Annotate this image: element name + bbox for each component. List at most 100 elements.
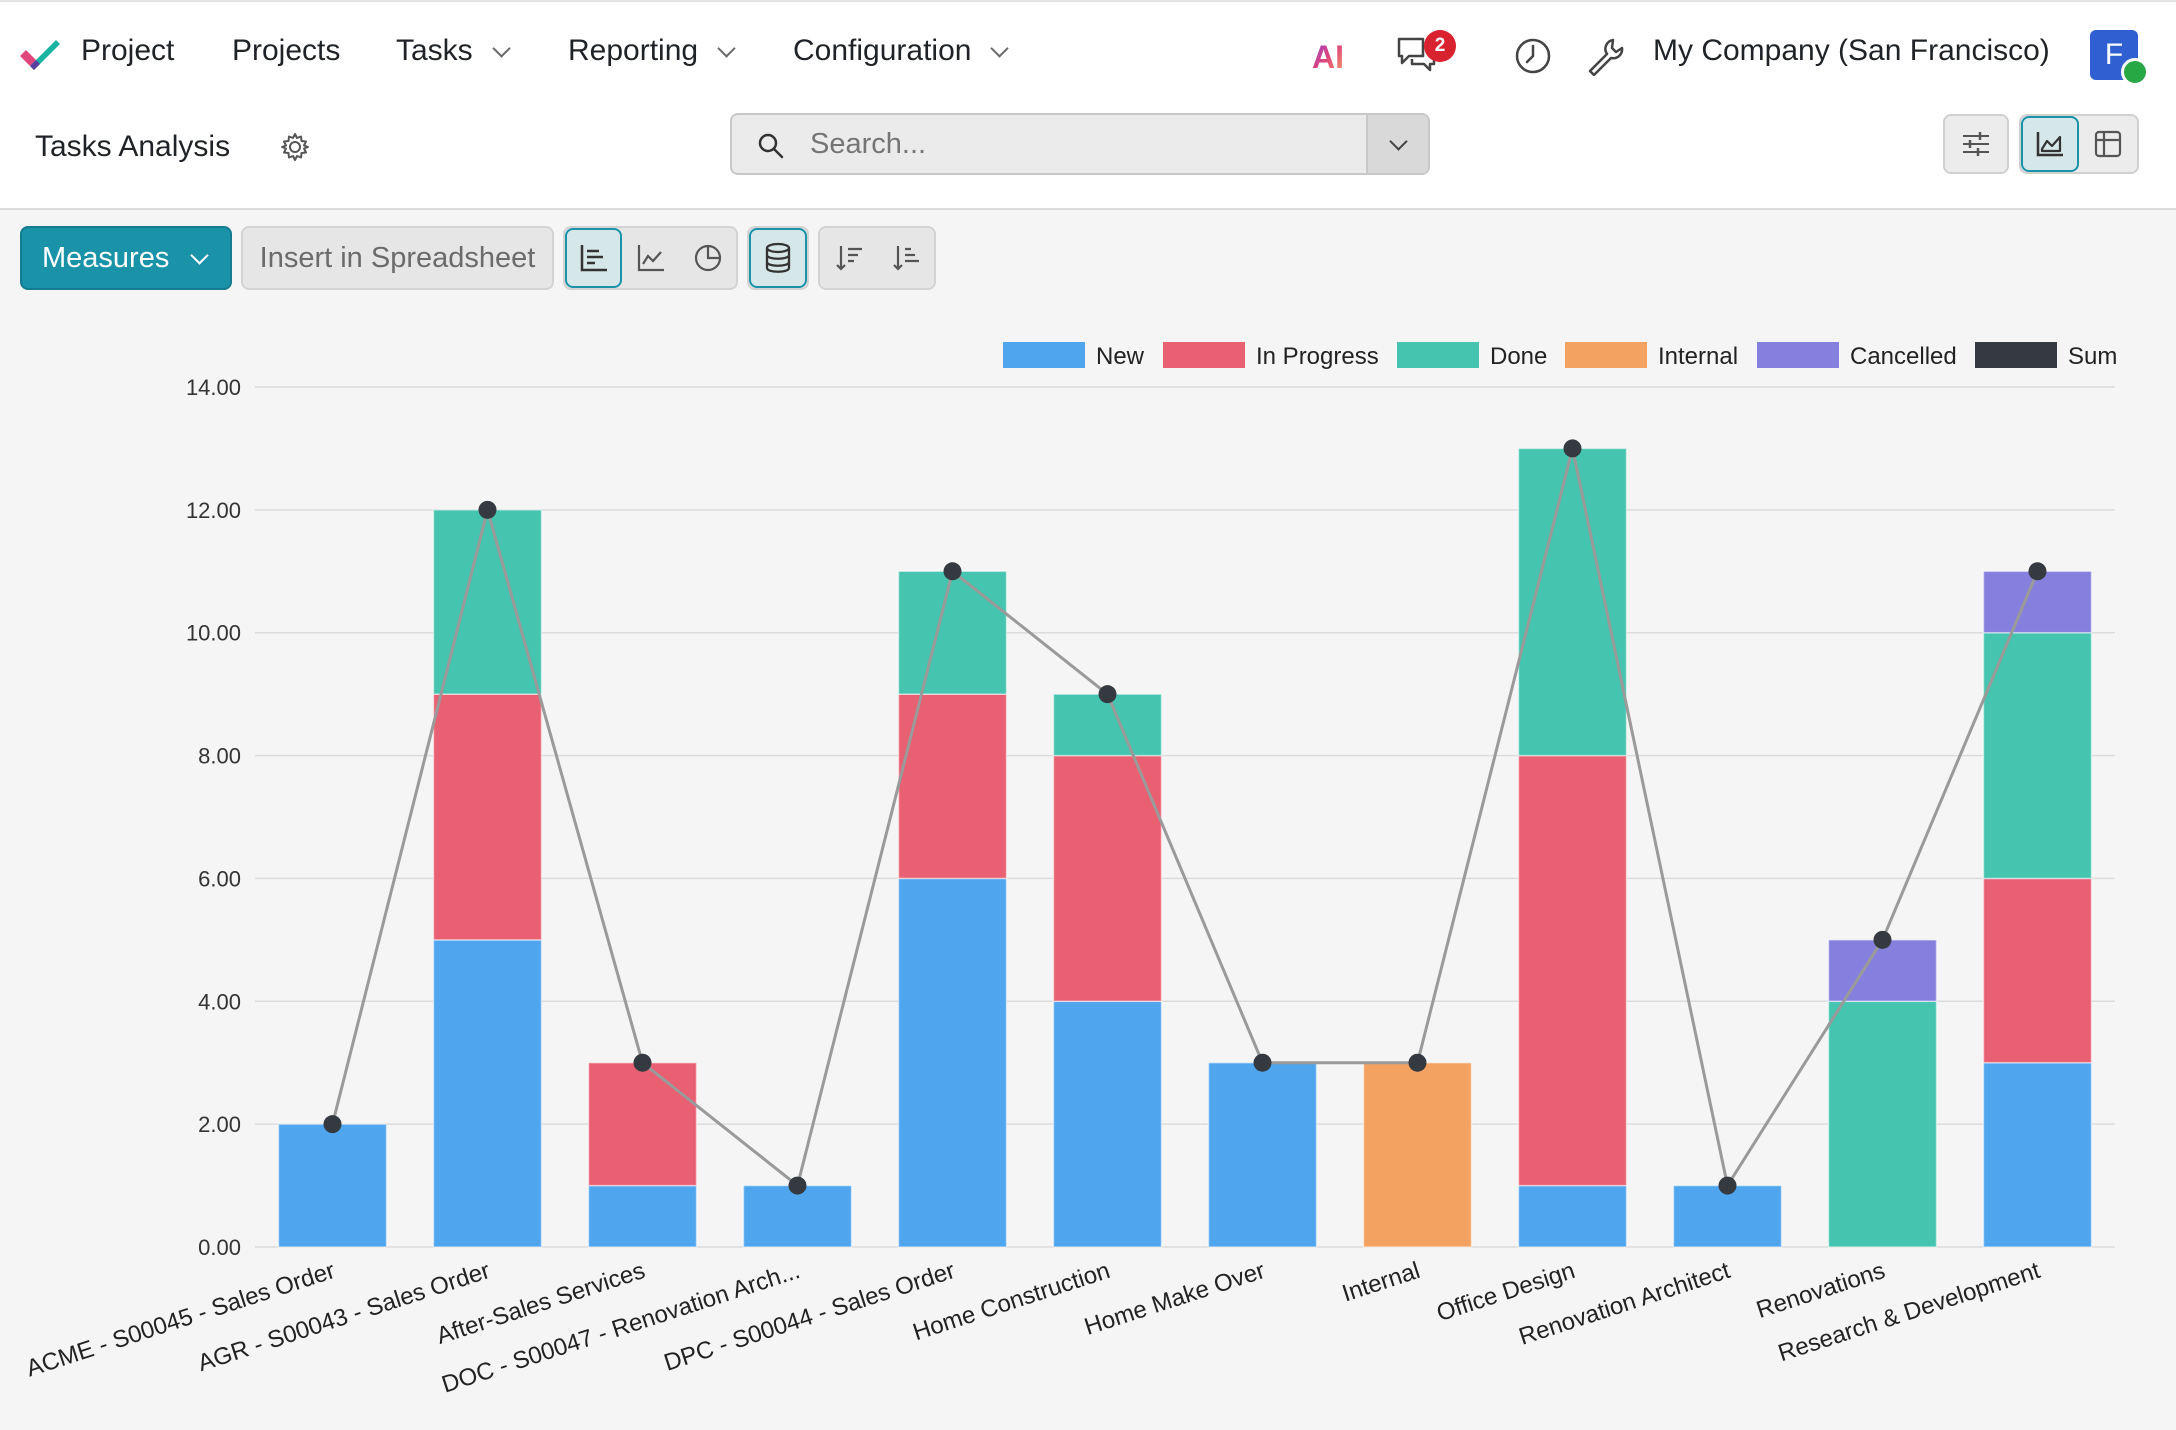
bar-segment — [1517, 1184, 1628, 1248]
x-tick-label: Research & Development — [1775, 1257, 2044, 1367]
line-chart-icon — [637, 245, 664, 272]
online-status-icon — [2121, 58, 2149, 86]
menu-configuration[interactable]: Configuration — [793, 34, 1010, 68]
insert-spreadsheet-label: Insert in Spreadsheet — [259, 241, 536, 274]
y-tick-label: 8.00 — [198, 744, 241, 769]
menu-projects-label: Projects — [232, 34, 341, 67]
top-navbar: Project Projects Tasks Reporting Configu… — [0, 0, 2176, 110]
legend-swatch — [1975, 342, 2057, 368]
search-icon — [758, 133, 784, 159]
graph-view-button[interactable] — [2021, 116, 2079, 172]
bar-segment — [432, 693, 543, 941]
sort-descending-button[interactable] — [820, 228, 877, 288]
bar-segment — [742, 1184, 853, 1248]
y-tick-label: 10.00 — [186, 621, 241, 646]
sort-group — [818, 226, 936, 290]
ai-icon[interactable]: AI — [1312, 38, 1352, 72]
x-tick-label: DPC - S00044 - Sales Order — [661, 1257, 959, 1377]
search-bar — [730, 113, 1430, 175]
app-name[interactable]: Project — [81, 34, 175, 67]
wrench-icon[interactable] — [1585, 36, 1625, 76]
sum-point — [1098, 685, 1117, 704]
stacked-bar-chart: 0.00 2.00 4.00 6.00 8.00 10.00 12.00 14.00 ACME… — [23, 342, 2117, 1399]
table-icon — [2094, 130, 2122, 158]
pivot-view-button[interactable] — [2079, 116, 2137, 172]
view-switcher — [2019, 114, 2139, 174]
bar-segment — [897, 877, 1008, 1248]
menu-reporting-label: Reporting — [568, 34, 699, 67]
bar-segment — [1052, 1000, 1163, 1248]
legend-label: New — [1096, 343, 1145, 370]
y-tick-label: 12.00 — [186, 498, 241, 523]
sum-point — [478, 500, 497, 519]
legend-swatch — [1397, 342, 1479, 368]
bar-segment — [1827, 1000, 1938, 1248]
bar-segment — [1672, 1184, 1783, 1248]
legend-swatch — [1565, 342, 1647, 368]
bar-segment — [1517, 447, 1628, 757]
chevron-down-icon — [1388, 131, 1408, 151]
bar-segment — [432, 509, 543, 695]
area-chart-icon — [2036, 132, 2063, 157]
x-tick-label: Internal — [1339, 1257, 1423, 1307]
sort-ascending-icon — [892, 246, 919, 271]
bar-segment — [1982, 877, 2093, 1064]
bar-segment — [432, 939, 543, 1248]
menu-tasks[interactable]: Tasks — [396, 34, 511, 68]
insert-spreadsheet-button[interactable]: Insert in Spreadsheet — [241, 226, 554, 290]
chart-legend: New In Progress Done Internal Cancelled Sum — [1003, 342, 2117, 370]
legend-label: Done — [1490, 343, 1547, 370]
menu-tasks-label: Tasks — [396, 34, 473, 67]
stacked-toggle-group — [747, 226, 809, 290]
sum-point — [1563, 439, 1582, 458]
bar-segment — [1982, 1061, 2093, 1248]
bar-segment — [1982, 631, 2093, 880]
legend-label: Sum — [2068, 343, 2117, 370]
pie-chart-button[interactable] — [679, 228, 736, 288]
gear-icon[interactable] — [280, 132, 310, 162]
sum-point — [943, 562, 962, 581]
bar-segment — [1052, 693, 1163, 757]
legend-swatch — [1003, 342, 1085, 368]
bar-segment — [1207, 1061, 1318, 1248]
sum-point — [2028, 562, 2047, 581]
sum-line — [323, 439, 2047, 1195]
chevron-down-icon — [990, 38, 1010, 58]
y-tick-label: 6.00 — [198, 866, 241, 891]
legend-label: Cancelled — [1850, 343, 1957, 370]
sum-point — [323, 1115, 342, 1134]
sum-point — [1873, 930, 1892, 949]
search-input[interactable] — [808, 127, 1332, 162]
project-app-logo-icon[interactable] — [16, 32, 62, 78]
chevron-down-icon — [491, 38, 511, 58]
stacked-toggle-button[interactable] — [749, 228, 807, 288]
bar-segment — [1982, 570, 2093, 634]
bar-segment — [897, 570, 1008, 695]
company-switcher[interactable]: My Company (San Francisco) — [1653, 34, 2050, 67]
bar-segment — [587, 1061, 698, 1187]
control-panel: Tasks Analysis — [0, 110, 2176, 210]
chart-bars — [277, 447, 2093, 1248]
chevron-down-icon — [717, 38, 736, 58]
clock-icon[interactable] — [1513, 36, 1553, 76]
sort-ascending-button[interactable] — [877, 228, 934, 288]
bar-segment — [277, 1123, 388, 1248]
measures-button[interactable]: Measures — [20, 226, 232, 290]
search-options-toggle[interactable] — [1366, 115, 1428, 173]
chart-type-group — [563, 226, 738, 290]
breadcrumb[interactable]: Tasks Analysis — [35, 130, 231, 163]
sum-point — [633, 1053, 652, 1072]
bar-chart-button[interactable] — [565, 228, 622, 288]
measures-label: Measures — [42, 241, 170, 274]
chart-grid — [255, 386, 2115, 1248]
menu-reporting[interactable]: Reporting — [568, 34, 736, 68]
x-tick-label: Home Make Over — [1081, 1257, 1268, 1341]
legend-swatch — [1757, 342, 1839, 368]
y-tick-label: 14.00 — [186, 375, 241, 400]
menu-projects[interactable]: Projects — [232, 34, 340, 68]
line-chart-button[interactable] — [622, 228, 679, 288]
filters-toggle-button[interactable] — [1943, 114, 2009, 174]
sum-point — [1718, 1176, 1737, 1195]
